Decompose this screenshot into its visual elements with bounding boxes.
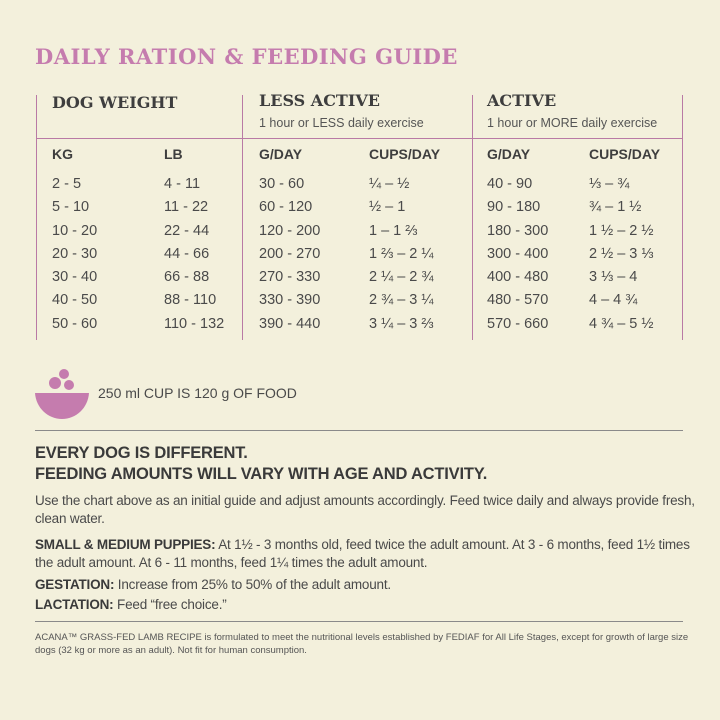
lactation-label: LACTATION: — [35, 597, 114, 612]
cup-note: 250 ml CUP IS 120 g OF FOOD — [98, 385, 297, 401]
table-cell: 3 ¼ – 3 ⅔ — [369, 315, 434, 332]
table-cell: 3 ⅓ – 4 — [589, 269, 638, 286]
gestation-paragraph: GESTATION: Increase from 25% to 50% of t… — [35, 576, 695, 594]
table-cell: 2 ¼ – 2 ¾ — [369, 269, 434, 286]
column-header-less-gday: G/DAY — [259, 146, 303, 162]
group-dog-weight-title: DOG WEIGHT — [52, 93, 178, 112]
table-cell: 11 - 22 — [164, 199, 209, 216]
table-cell: 40 - 50 — [52, 292, 98, 309]
table-cell: 4 – 4 ¾ — [589, 292, 638, 309]
table-cell: 22 - 44 — [164, 222, 210, 239]
table-cell: 44 - 66 — [164, 245, 210, 262]
group-less-active-title: LESS ACTIVE — [259, 91, 380, 110]
group-active-title: ACTIVE — [487, 91, 557, 110]
table-cell: 400 - 480 — [487, 269, 549, 286]
table-cell: 40 - 90 — [487, 176, 533, 192]
table-cell: 180 - 300 — [487, 222, 549, 239]
table-cell: 5 - 10 — [52, 199, 90, 216]
headline-every-dog: EVERY DOG IS DIFFERENT. — [35, 444, 248, 462]
column-kg: 2 - 5 5 - 10 10 - 20 20 - 30 30 - 40 40 - 50 5… — [52, 173, 97, 336]
table-cell: ⅓ – ¾ — [589, 176, 630, 192]
puppies-paragraph: SMALL & MEDIUM PUPPIES: At 1½ - 3 months… — [35, 536, 695, 572]
table-cell: 90 - 180 — [487, 199, 541, 216]
table-cell: 390 - 440 — [259, 315, 321, 332]
gestation-text: Increase from 25% to 50% of the adult am… — [114, 577, 391, 592]
table-cell: 66 - 88 — [164, 269, 210, 286]
table-cell: 480 - 570 — [487, 292, 549, 309]
table-cell: 20 - 30 — [52, 245, 98, 262]
puppies-label: SMALL & MEDIUM PUPPIES: — [35, 537, 216, 552]
table-cell: 200 - 270 — [259, 245, 321, 262]
table-cell: 30 - 40 — [52, 269, 98, 286]
table-cell: 1 – 1 ⅔ — [369, 222, 418, 239]
table-cell: 1 ½ – 2 ½ — [589, 222, 654, 239]
divider-left — [36, 95, 37, 340]
puppies-text: At 1½ - 3 months old, feed twice the adu… — [35, 537, 690, 570]
section-rule-bottom — [35, 621, 683, 622]
table-cell: 120 - 200 — [259, 222, 321, 239]
column-header-active-cups: CUPS/DAY — [589, 146, 661, 162]
header-rule — [36, 138, 683, 139]
fine-print: ACANA™ GRASS-FED LAMB RECIPE is formulat… — [35, 632, 689, 656]
table-cell: ¾ – 1 ½ — [589, 199, 642, 216]
divider-less-active — [242, 95, 243, 340]
group-active-subtitle: 1 hour or MORE daily exercise — [487, 116, 658, 130]
table-cell: ½ – 1 — [369, 199, 406, 216]
intro-paragraph: Use the chart above as an initial guide … — [35, 493, 695, 526]
column-header-active-gday: G/DAY — [487, 146, 531, 162]
table-cell: 60 - 120 — [259, 199, 313, 216]
table-cell: 300 - 400 — [487, 245, 549, 262]
column-active-cups: ⅓ – ¾ ¾ – 1 ½ 1 ½ – 2 ½ 2 ½ – 3 ⅓ 3 ⅓ – 4 4 –… — [589, 173, 654, 336]
table-cell: 110 - 132 — [164, 315, 225, 332]
table-cell: 4 - 11 — [164, 176, 201, 192]
column-header-kg: KG — [52, 146, 73, 162]
column-header-less-cups: CUPS/DAY — [369, 146, 441, 162]
lactation-text: Feed “free choice.” — [113, 597, 227, 612]
table-cell: 30 - 60 — [259, 176, 305, 192]
table-cell: 2 ¾ – 3 ¼ — [369, 292, 434, 309]
table-cell: 330 - 390 — [259, 292, 321, 309]
headline-feeding-amounts: FEEDING AMOUNTS WILL VARY WITH AGE AND A… — [35, 465, 488, 483]
table-cell: 50 - 60 — [52, 315, 98, 332]
divider-active — [472, 95, 473, 340]
table-cell: 270 - 330 — [259, 269, 321, 286]
table-cell: 2 ½ – 3 ⅓ — [589, 245, 654, 262]
table-cell: 10 - 20 — [52, 222, 98, 239]
table-cell: ¼ – ½ — [369, 176, 410, 192]
column-lb: 4 - 11 11 - 22 22 - 44 44 - 66 66 - 88 88 - 1… — [164, 173, 224, 336]
divider-right — [682, 95, 683, 340]
lactation-paragraph: LACTATION: Feed “free choice.” — [35, 596, 695, 614]
table-cell: 2 - 5 — [52, 176, 82, 192]
column-less-gday: 30 - 60 60 - 120 120 - 200 200 - 270 270 - 3… — [259, 173, 320, 336]
column-active-gday: 40 - 90 90 - 180 180 - 300 300 - 400 400 - 4… — [487, 173, 548, 336]
section-rule-top — [35, 430, 683, 431]
table-cell: 4 ¾ – 5 ½ — [589, 315, 654, 332]
column-less-cups: ¼ – ½ ½ – 1 1 – 1 ⅔ 1 ⅔ – 2 ¼ 2 ¼ – 2 ¾ 2 ¾ –… — [369, 173, 434, 336]
table-cell: 88 - 110 — [164, 292, 217, 309]
page-title: DAILY RATION & FEEDING GUIDE — [35, 44, 458, 69]
table-cell: 570 - 660 — [487, 315, 549, 332]
column-header-lb: LB — [164, 146, 183, 162]
group-less-active-subtitle: 1 hour or LESS daily exercise — [259, 116, 424, 130]
gestation-label: GESTATION: — [35, 577, 115, 592]
table-cell: 1 ⅔ – 2 ¼ — [369, 245, 434, 262]
food-bowl-icon — [35, 369, 89, 419]
